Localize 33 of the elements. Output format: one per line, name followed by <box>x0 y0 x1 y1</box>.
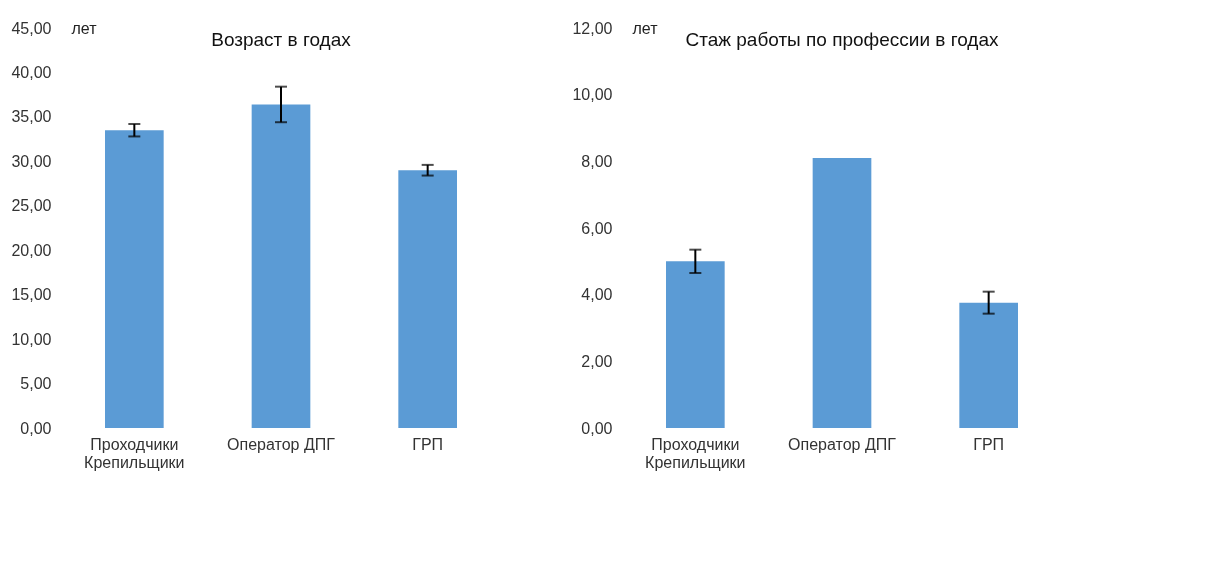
chart-title: Возраст в годах <box>211 29 352 50</box>
y-tick-label: 45,00 <box>11 19 52 37</box>
bar <box>105 130 164 428</box>
x-tick-label: Оператор ДПГ <box>227 435 336 453</box>
y-tick-label: 12,00 <box>572 19 613 37</box>
y-tick-label: 8,00 <box>581 152 613 170</box>
y-tick-label: 20,00 <box>11 241 52 259</box>
bar <box>959 302 1018 428</box>
y-tick-label: 6,00 <box>581 219 613 237</box>
chart-title: Стаж работы по профессии в годах <box>685 29 999 50</box>
bar <box>666 261 725 428</box>
x-tick-label: Проходчики Крепильщики <box>645 435 746 471</box>
bar <box>251 104 311 428</box>
y-tick-label: 35,00 <box>11 108 52 126</box>
y-axis-title: лет <box>632 19 659 37</box>
y-tick-label: 2,00 <box>581 352 613 370</box>
y-tick-label: 30,00 <box>11 152 52 170</box>
x-tick-label: Оператор ДПГ <box>788 435 897 453</box>
y-axis-title: лет <box>71 19 98 37</box>
y-tick-label: 40,00 <box>11 63 52 81</box>
y-tick-label: 15,00 <box>11 286 52 304</box>
bar <box>812 158 872 428</box>
bar <box>398 170 457 428</box>
x-tick-label: ГРП <box>973 435 1005 453</box>
x-tick-label: ГРП <box>412 435 444 453</box>
y-tick-label: 10,00 <box>572 86 613 104</box>
y-tick-label: 25,00 <box>11 197 52 215</box>
y-tick-label: 0,00 <box>581 419 613 437</box>
x-tick-label: Проходчики Крепильщики <box>84 435 185 471</box>
y-tick-label: 4,00 <box>581 286 613 304</box>
y-tick-label: 5,00 <box>20 375 52 393</box>
y-tick-label: 10,00 <box>11 330 52 348</box>
y-tick-label: 0,00 <box>20 419 52 437</box>
